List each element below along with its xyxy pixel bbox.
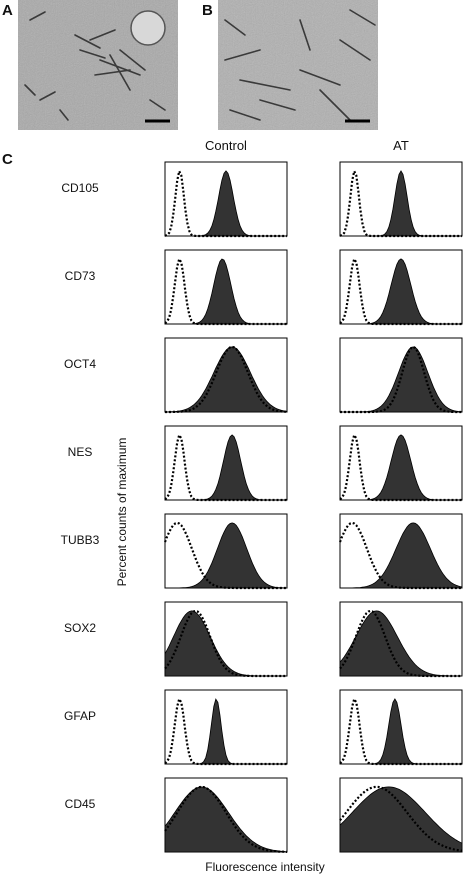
row-label: TUBB3 <box>61 533 100 547</box>
histogram-isotype <box>339 696 462 766</box>
histogram-isotype <box>339 256 462 326</box>
histogram-fill <box>165 258 287 325</box>
panel-label: B <box>202 2 213 19</box>
column-header: AT <box>393 138 409 153</box>
histogram-isotype <box>339 167 462 238</box>
histogram-fill <box>165 170 287 237</box>
histogram-isotype <box>165 345 288 414</box>
histogram-isotype <box>164 609 287 678</box>
row-label: CD73 <box>65 269 96 283</box>
histogram-isotype <box>164 167 287 238</box>
panel-label: C <box>2 151 13 168</box>
histogram-isotype <box>164 432 287 502</box>
histogram-fill <box>165 522 288 589</box>
micrograph-b <box>218 0 378 130</box>
histogram-isotype <box>164 696 287 766</box>
row-label: GFAP <box>64 709 96 723</box>
histogram-isotype <box>163 521 287 590</box>
histogram-fill <box>165 434 287 501</box>
histogram-fill <box>340 434 462 501</box>
row-label: CD45 <box>65 797 96 811</box>
row-label: CD105 <box>61 181 99 195</box>
histogram-fill <box>164 610 287 677</box>
x-axis-label: Fluorescence intensity <box>205 860 324 874</box>
panel-label: A <box>2 2 13 19</box>
histogram-fill <box>339 786 463 853</box>
y-axis-label: Percent counts of maximum <box>115 438 129 587</box>
histogram-isotype <box>340 345 462 414</box>
histogram-isotype <box>339 785 463 852</box>
micrograph-a <box>18 0 178 130</box>
row-label: SOX2 <box>64 621 96 635</box>
histogram-fill <box>339 610 462 677</box>
histogram-isotype <box>164 785 288 853</box>
row-label: OCT4 <box>64 357 96 371</box>
histogram-isotype <box>339 609 462 678</box>
histogram-isotype <box>164 256 287 326</box>
histogram-fill <box>340 522 463 589</box>
histogram-fill <box>340 698 462 765</box>
plot-frame <box>164 689 288 765</box>
histogram-isotype <box>338 521 462 590</box>
row-label: NES <box>68 445 93 459</box>
column-header: Control <box>205 138 247 153</box>
histogram-isotype <box>339 432 462 502</box>
histogram-fill <box>340 170 462 237</box>
histogram-fill <box>165 698 287 765</box>
histogram-fill <box>340 258 462 325</box>
